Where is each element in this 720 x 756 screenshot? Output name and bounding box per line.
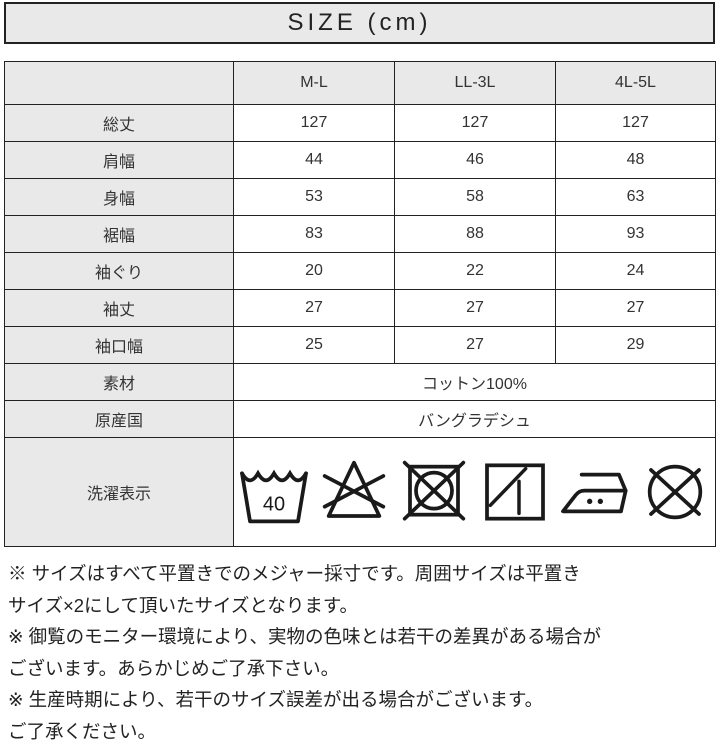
svg-text:40: 40 xyxy=(263,494,285,516)
